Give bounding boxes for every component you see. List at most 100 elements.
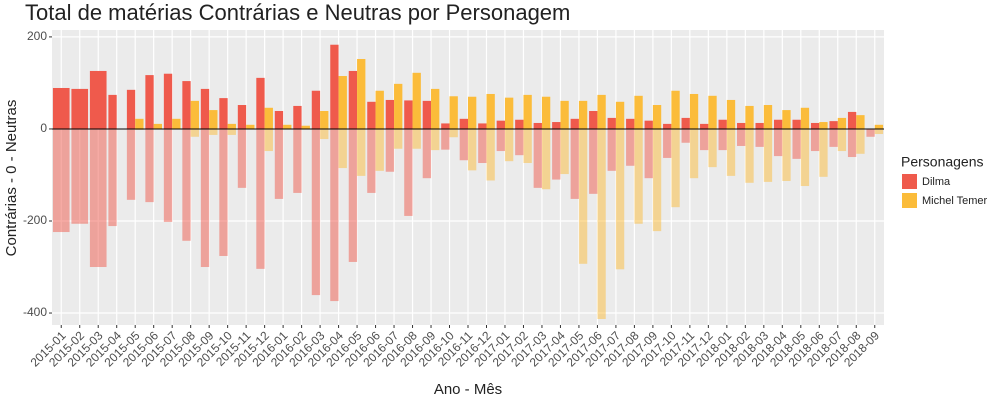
bar-neutras	[486, 128, 495, 181]
bar-neutras	[644, 128, 653, 179]
bar-contrarias	[644, 120, 653, 129]
bar-neutras	[578, 128, 588, 264]
bar-neutras	[773, 128, 783, 157]
bar-neutras	[71, 128, 89, 224]
bar-contrarias	[763, 105, 773, 129]
bar-contrarias	[708, 95, 717, 129]
bar-neutras	[375, 128, 384, 171]
bar-neutras	[737, 128, 746, 146]
bar-contrarias	[330, 44, 339, 129]
bar-contrarias	[689, 93, 699, 129]
bar-neutras	[126, 128, 136, 200]
bar-neutras	[227, 128, 236, 135]
bar-neutras	[866, 128, 875, 137]
bar-contrarias	[523, 94, 532, 129]
bar-contrarias	[755, 122, 764, 129]
legend-key	[902, 174, 917, 189]
bar-neutras	[163, 128, 173, 222]
bar-neutras	[459, 128, 468, 161]
bar-neutras	[726, 128, 736, 176]
bar-contrarias	[560, 100, 569, 129]
bar-contrarias	[200, 88, 210, 129]
bar-neutras	[320, 128, 329, 140]
bar-neutras	[515, 128, 524, 156]
bar-neutras	[256, 128, 265, 269]
bar-neutras	[847, 128, 857, 158]
bar-contrarias	[745, 105, 754, 129]
bar-neutras	[626, 128, 635, 166]
bar-neutras	[700, 128, 709, 151]
bar-contrarias	[700, 123, 709, 129]
bar-contrarias	[726, 99, 736, 129]
bar-neutras	[689, 128, 699, 179]
bar-contrarias	[227, 123, 236, 129]
bar-contrarias	[496, 120, 505, 129]
bar-neutras	[348, 128, 358, 262]
bar-contrarias	[819, 122, 828, 129]
y-tick-label: -200	[23, 213, 47, 227]
bar-contrarias	[533, 122, 542, 129]
bar-contrarias	[607, 117, 616, 129]
bar-contrarias	[246, 124, 255, 129]
bar-contrarias	[449, 96, 458, 129]
bar-neutras	[533, 128, 542, 188]
bar-contrarias	[441, 123, 450, 129]
bar-contrarias	[89, 70, 107, 129]
bar-neutras	[718, 128, 727, 151]
bar-contrarias	[552, 122, 561, 129]
bar-contrarias	[847, 111, 857, 129]
bar-contrarias	[404, 100, 413, 129]
bar-contrarias	[320, 110, 329, 129]
bar-contrarias	[293, 105, 302, 129]
bar-contrarias	[256, 77, 265, 129]
bar-neutras	[597, 128, 606, 320]
bar-neutras	[652, 128, 662, 232]
bar-neutras	[478, 128, 487, 164]
bar-neutras	[671, 128, 680, 208]
y-tick-label: 200	[27, 29, 47, 43]
bar-contrarias	[52, 87, 70, 129]
bar-neutras	[755, 128, 764, 147]
bar-contrarias	[182, 81, 191, 129]
chart-title: Total de matérias Contrárias e Neutras p…	[25, 0, 570, 25]
bar-neutras	[589, 128, 598, 194]
bar-contrarias	[338, 76, 347, 129]
bar-contrarias	[108, 94, 117, 129]
bar-contrarias	[163, 73, 173, 129]
bar-contrarias	[348, 70, 358, 129]
legend-label: Michel Temer	[922, 195, 988, 207]
bar-contrarias	[589, 110, 598, 129]
bar-neutras	[52, 128, 70, 233]
bar-neutras	[819, 128, 828, 177]
bar-neutras	[264, 128, 273, 152]
bar-neutras	[504, 128, 514, 162]
bar-neutras	[274, 128, 284, 199]
bar-neutras	[800, 128, 810, 187]
bar-contrarias	[301, 125, 310, 129]
bar-neutras	[663, 128, 672, 158]
bar-neutras	[219, 128, 228, 256]
bar-contrarias	[663, 123, 672, 129]
bar-neutras	[856, 128, 865, 154]
bar-neutras	[394, 128, 403, 149]
bar-contrarias	[153, 123, 163, 129]
bar-contrarias	[874, 124, 884, 129]
bar-neutras	[145, 128, 154, 203]
bar-neutras	[496, 128, 505, 152]
bar-neutras	[357, 128, 366, 176]
bar-contrarias	[856, 115, 865, 129]
bar-contrarias	[219, 98, 228, 129]
bar-neutras	[449, 128, 458, 138]
bar-contrarias	[283, 124, 292, 129]
y-tick-label: 0	[40, 121, 47, 135]
bar-contrarias	[504, 97, 514, 129]
bar-contrarias	[459, 118, 468, 129]
bar-contrarias	[71, 88, 89, 129]
bar-contrarias	[810, 122, 820, 129]
bar-contrarias	[264, 107, 273, 129]
bar-neutras	[570, 128, 579, 199]
legend-title: Personagens	[901, 154, 984, 170]
bar-contrarias	[597, 94, 606, 129]
bar-contrarias	[541, 96, 551, 129]
bar-contrarias	[634, 95, 643, 129]
